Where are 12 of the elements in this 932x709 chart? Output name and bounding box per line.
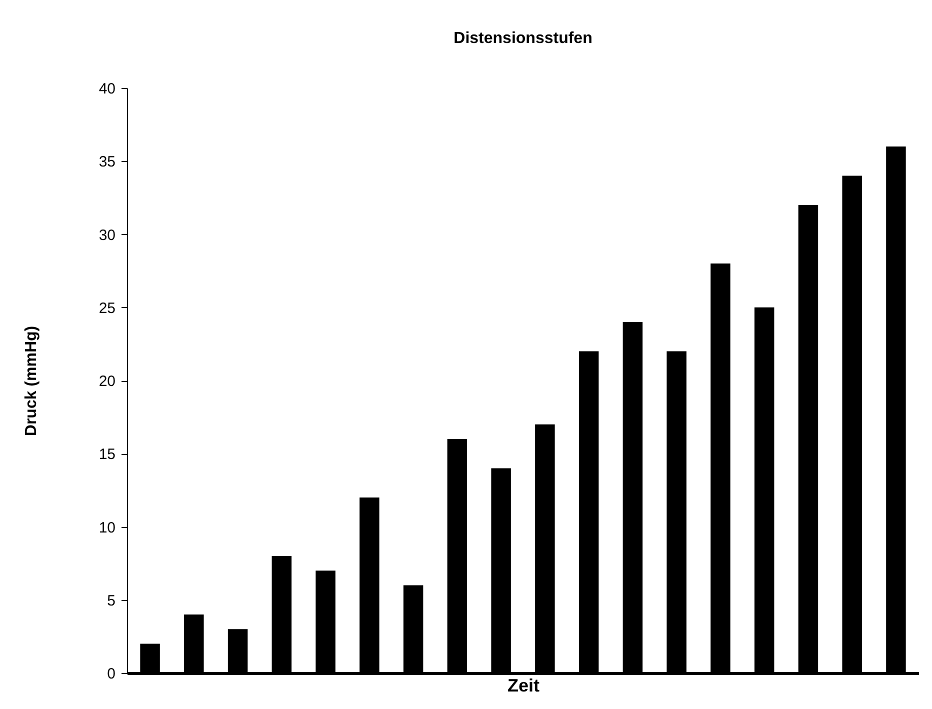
y-tick-label: 40	[98, 80, 116, 98]
y-tick-label: 10	[98, 519, 116, 536]
y-tick-label: 35	[98, 154, 116, 171]
y-tick-label: 15	[98, 446, 116, 464]
x-axis-title: Zeit	[507, 676, 540, 696]
y-tick-label: 5	[107, 592, 116, 610]
y-tick-label: 30	[98, 226, 116, 244]
chart-title: Distensionsstufen	[454, 30, 592, 47]
y-tick-label: 25	[98, 300, 116, 317]
y-tick-label: 20	[98, 373, 116, 390]
y-axis-title: Druck (mmHg)	[22, 326, 40, 436]
y-tick-label: 0	[107, 666, 116, 682]
